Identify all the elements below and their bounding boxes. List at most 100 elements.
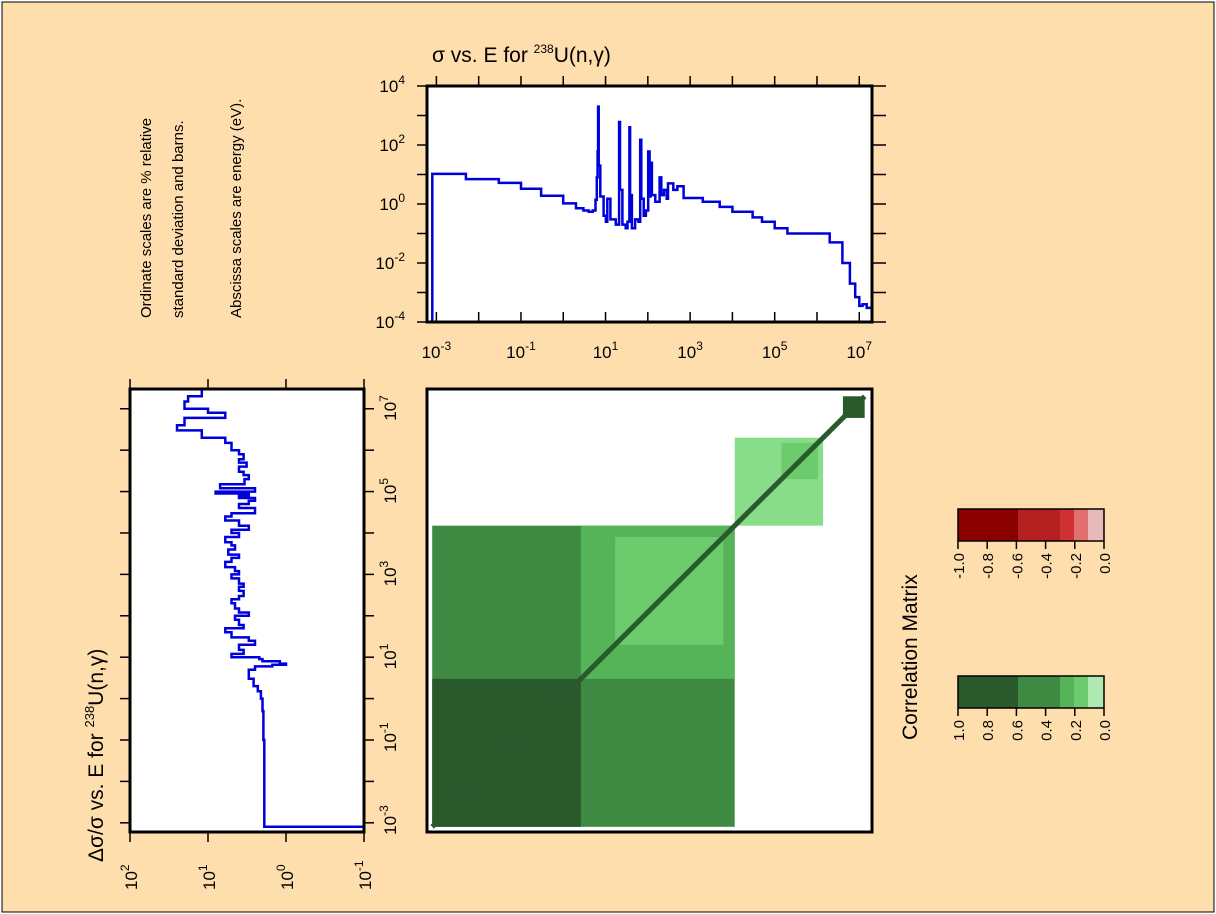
colorbar-band [1018,509,1060,541]
x-tick-label-base: 10 [593,343,612,362]
title-gamma: γ [593,44,604,67]
value-tick-label-base: 10 [122,871,141,890]
colorbar-tick-label: -0.8 [980,553,997,579]
colorbar-band [1060,676,1074,708]
colorbar-tick-label: 0.8 [980,720,997,741]
x-tick-label: 103 [677,339,703,362]
energy-tick-label-exp: 3 [377,560,391,567]
heatmap-diagonal [430,394,867,829]
value-tick-label: 10-1 [352,860,375,890]
colorbar-band [958,509,1018,541]
energy-tick-label: 10-3 [377,805,400,835]
y-tick-label-exp: 2 [398,132,405,146]
value-tick-label: 100 [274,864,297,890]
title-mass: 238 [534,42,554,56]
x-tick-label-exp: -1 [525,339,536,353]
y-tick-label-base: 10 [379,136,398,155]
energy-tick-label: 101 [377,643,400,669]
uncertainty-title-mass: 238 [82,706,97,728]
energy-tick-label-base: 10 [381,485,400,504]
energy-tick-label-exp: 7 [377,395,391,402]
y-tick-label-exp: 0 [398,191,405,205]
x-tick-label-exp: 5 [781,339,788,353]
x-tick-label: 10-3 [422,339,452,362]
title-sigma: σ [432,44,445,67]
x-tick-label-exp: 7 [865,339,872,353]
x-tick-label-base: 10 [677,343,696,362]
cross-section-title: σ vs. E for 238U(n,γ) [432,42,611,67]
value-tick-label-base: 10 [278,871,297,890]
colorbar-tick-label: 0.2 [1068,720,1085,741]
notes: Ordinate scales are % relative standard … [138,99,245,318]
cross-section-plot-area [427,86,872,322]
uncertainty-chart: Δσ/σ vs. E for 238U(n,γ) 10210110010-110… [82,379,400,890]
y-tick-label-exp: -4 [394,309,405,323]
uncertainty-plot-area [130,389,364,832]
energy-tick-label-base: 10 [381,650,400,669]
colorbar-band [1074,509,1088,541]
uncertainty-title: Δσ/σ vs. E for 238U(n,γ) [82,649,108,862]
y-tick-label-base: 10 [379,77,398,96]
colorbar-band [1088,676,1104,708]
uncertainty-title-gamma: γ [85,655,108,666]
y-tick-label: 10-4 [375,309,405,332]
correlation-heatmap [425,387,874,834]
colorbar-band [1088,509,1104,541]
value-tick-label-exp: 0 [274,864,288,871]
value-tick-label-exp: 2 [118,864,132,871]
x-tick-label-base: 10 [506,343,525,362]
note-abscissa: Abscissa scales are energy (eV). [228,99,245,318]
colorbar-frame [957,508,1105,542]
x-tick-label-base: 10 [422,343,441,362]
colorbar-tick-label: 0.0 [1097,553,1114,574]
value-tick-label-exp: -1 [352,860,366,871]
energy-tick-label-exp: -1 [377,722,391,733]
colorbar-band [958,676,1018,708]
colorbar-tick-label: -1.0 [951,553,968,579]
y-tick-label-exp: 4 [398,73,405,87]
uncertainty-curve [175,389,364,829]
energy-tick-label: 105 [377,478,400,504]
x-tick-label: 105 [762,339,788,362]
y-tick-label: 102 [379,132,405,155]
x-tick-label-base: 10 [846,343,865,362]
title-nuclide: U(n, [554,44,594,67]
x-tick-label: 107 [846,339,872,362]
colorbar-tick-label: -0.2 [1068,553,1085,579]
x-tick-label-exp: -3 [441,339,452,353]
y-tick-label: 10-2 [375,250,405,273]
heatmap-cells [430,394,867,829]
energy-tick-label-base: 10 [381,567,400,586]
uncertainty-title-prefix: Δσ/σ vs. E for [85,728,108,862]
value-tick-label-base: 10 [200,871,219,890]
negative-colorbar: -1.0 -0.8 -0.6 -0.4 -0.2 0.0 [951,508,1114,579]
colorbar-band [1060,509,1074,541]
x-tick-label-exp: 1 [612,339,619,353]
y-tick-label-base: 10 [379,195,398,214]
positive-colorbar: 1.0 0.8 0.6 0.4 0.2 0.0 [951,675,1114,741]
energy-tick-label-base: 10 [381,733,400,752]
colorbar-tick-label: 1.0 [951,720,968,741]
title-rest: vs. E for [445,44,534,67]
energy-tick-label: 10-1 [377,722,400,752]
y-tick-label: 100 [379,191,405,214]
heatmap-frame [425,387,874,834]
x-tick-label: 101 [593,339,619,362]
colorbar-tick-label: 0.4 [1039,720,1056,741]
value-tick-label: 102 [118,864,141,890]
value-tick-label-exp: 1 [196,864,210,871]
colorbar-tick-label: -0.4 [1039,553,1056,579]
energy-tick-label-base: 10 [381,816,400,835]
y-tick-label-base: 10 [375,313,394,332]
uncertainty-frame [128,387,366,834]
legend-title: Correlation Matrix [899,574,922,740]
energy-tick-label-base: 10 [381,402,400,421]
colorbar-band [1018,676,1060,708]
colorbar-frame [957,675,1105,709]
energy-tick-label: 103 [377,560,400,586]
y-tick-label-base: 10 [375,254,394,273]
colorbar-band [1074,676,1088,708]
y-tick-label-exp: -2 [394,250,405,264]
